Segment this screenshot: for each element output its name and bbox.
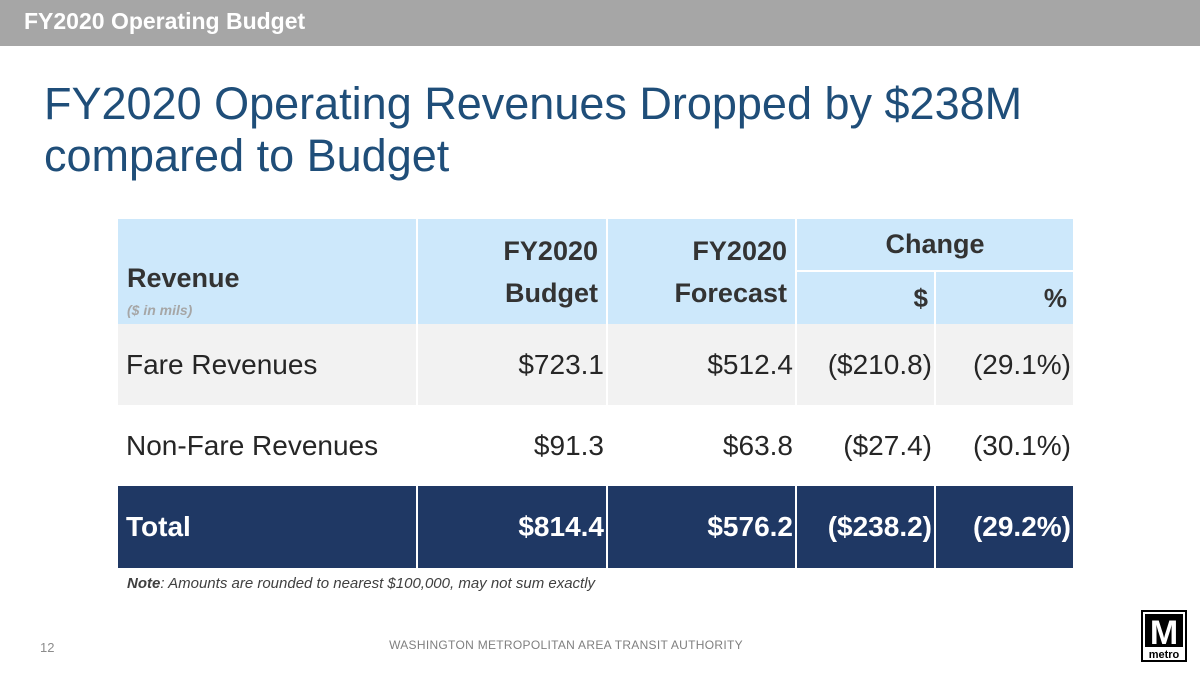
row-label-total: Total [118,486,416,568]
fare-budget-cell: $723.1 [418,324,606,405]
total-change-percent-cell: (29.2%) [936,486,1073,568]
non-fare-change-dollar-cell: ($27.4) [797,405,934,486]
logo-wordmark: metro [1149,649,1180,661]
top-header-bar: FY2020 Operating Budget [0,0,1200,46]
note-label: Note [127,575,161,592]
forecast-column-header: FY2020 Forecast [608,219,795,324]
revenue-column-header: Revenue ($ in mils) [118,219,416,324]
row-label-fare: Fare Revenues [118,324,416,405]
revenue-table: Revenue ($ in mils) FY2020 Budget FY2020… [118,219,1073,568]
change-percent-header: % [936,272,1073,324]
total-change-dollar-cell: ($238.2) [797,486,934,568]
logo-letter: M [1150,614,1178,652]
page-number: 12 [40,640,55,655]
section-title: FY2020 Operating Budget [24,8,306,34]
change-dollar-header: $ [797,272,934,324]
total-forecast-cell: $576.2 [608,486,795,568]
row-label-non-fare: Non-Fare Revenues [118,405,416,486]
table-note: Note: Amounts are rounded to nearest $10… [127,575,595,592]
fare-forecast-cell: $512.4 [608,324,795,405]
non-fare-change-percent-cell: (30.1%) [936,405,1073,486]
slide-title: FY2020 Operating Revenues Dropped by $23… [44,78,1023,181]
footer-organization: WASHINGTON METROPOLITAN AREA TRANSIT AUT… [389,638,743,652]
revenue-units-label: ($ in mils) [127,302,193,318]
fare-change-percent-cell: (29.1%) [936,324,1073,405]
fare-change-dollar-cell: ($210.8) [797,324,934,405]
budget-column-header: FY2020 Budget [418,219,606,324]
total-budget-cell: $814.4 [418,486,606,568]
note-text: : Amounts are rounded to nearest $100,00… [160,575,596,592]
metro-logo-icon: M metro [1141,610,1187,662]
non-fare-forecast-cell: $63.8 [608,405,795,486]
change-column-header: Change [797,219,1073,272]
non-fare-budget-cell: $91.3 [418,405,606,486]
revenue-header-label: Revenue [127,263,240,293]
